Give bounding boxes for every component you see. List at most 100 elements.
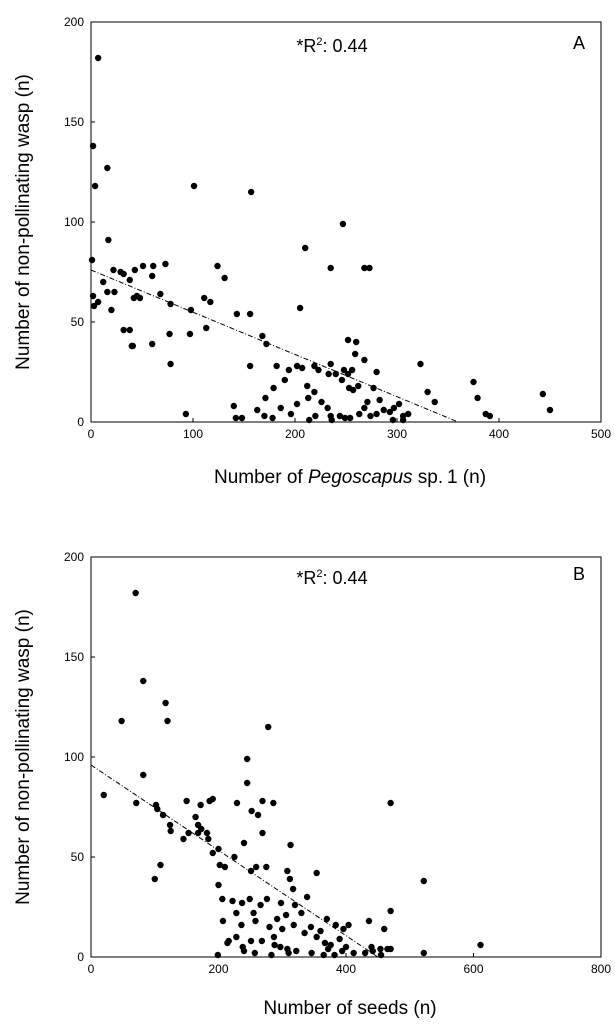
panel-a-data-point [349, 386, 357, 394]
panel-a-data-point [129, 342, 137, 350]
panel-b-data-point [420, 949, 427, 957]
panel-a-data-point [88, 256, 96, 264]
panel-b-data-point [336, 935, 343, 943]
panel-b-data-point [263, 863, 270, 871]
panel-a-data-point [328, 416, 335, 424]
panel-a-data-point [311, 362, 318, 370]
panel-a-data-point [233, 310, 241, 318]
panel-b-data-point [270, 799, 277, 807]
panel-a-data-point [339, 220, 347, 228]
panel-a-y-axis-label: Number of non-pollinating wasp (n) [13, 74, 34, 370]
panel-b-data-point [286, 875, 294, 883]
panel-b-x-tick-label: 800 [591, 962, 611, 976]
panel-b-data-point [252, 917, 259, 925]
panel-a-data-point [262, 394, 269, 402]
panel-a-x-tick-label: 100 [183, 427, 203, 441]
panel-a-data-point [136, 294, 144, 302]
panel-a-data-point [293, 400, 301, 408]
panel-a-data-point [182, 410, 190, 418]
panel-a-data-point [373, 368, 380, 376]
panel-a-data-point [167, 360, 174, 368]
panel-a-data-point [287, 410, 295, 418]
panel-a-data-point [149, 340, 156, 348]
panel-a-data-point [230, 402, 237, 410]
panel-a-data-point [203, 324, 210, 332]
panel-b-data-point [290, 921, 297, 929]
panel-a-data-point [353, 338, 360, 346]
panel-a-data-point [108, 306, 115, 314]
panel-b-data-point [140, 677, 147, 685]
panel-b-data-point [420, 877, 427, 885]
panel-a-data-point [149, 272, 156, 280]
panel-b-data-point [209, 795, 216, 803]
panel-a-data-point [539, 390, 547, 398]
panel-b-data-point [313, 933, 320, 941]
panel-a-data-point [311, 388, 318, 396]
panel-b-data-point [387, 907, 394, 915]
panel-a-x-tick-label: 0 [88, 427, 95, 441]
panel-a-data-point [361, 404, 368, 412]
panel-b-x-tick-label: 200 [208, 962, 228, 976]
panel-a-data-point [162, 260, 169, 268]
panel-b-data-point [279, 925, 286, 933]
panel-a-data-point [306, 416, 313, 424]
panel-b-data-point [215, 881, 222, 889]
panel-a-data-point [332, 370, 339, 378]
panel-a-data-point [187, 306, 195, 314]
panel-a-data-point [341, 414, 349, 422]
panel-a-data-point [89, 292, 97, 300]
panel-a-data-point [90, 302, 98, 310]
panel-a-data-point [364, 398, 371, 406]
panel-b-data-point [243, 755, 251, 763]
panel-a-data-point [89, 142, 97, 150]
panel-a-data-point [304, 382, 311, 390]
panel-a-data-point [431, 398, 438, 406]
panel-a-data-point [346, 414, 354, 422]
panel-b-data-point [238, 899, 246, 907]
panel-b-data-point [243, 779, 251, 787]
panel-b-data-point [215, 845, 222, 853]
panel-b-x-axis-label: Number of seeds (n) [263, 998, 436, 1019]
panel-b-data-point [332, 921, 339, 929]
panel-a-data-point [361, 264, 368, 272]
panel-a-data-point [201, 294, 208, 302]
panel-a-data-point [366, 264, 373, 272]
panel-b-data-point [240, 947, 248, 955]
panel-b-data-point [365, 917, 373, 925]
panel-b-data-point [140, 771, 147, 779]
panel-b-data-point [216, 861, 223, 869]
panel-a-r2-annotation: *R2: 0.44 [296, 36, 367, 56]
panel-b-data-point [377, 945, 384, 953]
panel-b-data-point [277, 943, 284, 951]
panel-a-data-point [263, 340, 270, 348]
panel-a-data-point [157, 290, 164, 298]
panel-b-data-point [345, 921, 352, 929]
panel-b-data-point [266, 923, 273, 931]
panel-a-x-tick-label: 500 [591, 427, 611, 441]
panel-b-y-axis-label: Number of non-pollinating wasp (n) [13, 609, 34, 905]
panel-b-data-point [118, 717, 125, 725]
panel-a-data-point [356, 410, 363, 418]
panel-b-data-point [259, 797, 266, 805]
panel-a-data-point [305, 394, 312, 402]
panel-a-data-point [389, 416, 397, 424]
panel-a-data-point [166, 330, 173, 338]
panel-a-data-point [247, 188, 255, 196]
panel-a-data-point [336, 412, 344, 420]
panel-a-data-point [131, 266, 139, 274]
panel-a-data-point [386, 408, 394, 416]
panel-a-data-point [190, 182, 198, 190]
panel-a-data-point [94, 54, 102, 62]
panel-b-data-point [231, 853, 238, 861]
panel-b-data-point [324, 945, 332, 953]
panel-b-data-point [162, 699, 169, 707]
panel-a-plot-frame [90, 21, 602, 423]
panel-a-data-point [293, 362, 301, 370]
panel-b-data-point [100, 791, 107, 799]
panel-a-data-point [105, 236, 112, 244]
panel-b-y-tick-label: 150 [64, 650, 84, 664]
panel-a-data-point [273, 362, 280, 370]
panel-b-data-point [377, 951, 385, 959]
panel-a-y-tick-label: 150 [64, 115, 84, 129]
